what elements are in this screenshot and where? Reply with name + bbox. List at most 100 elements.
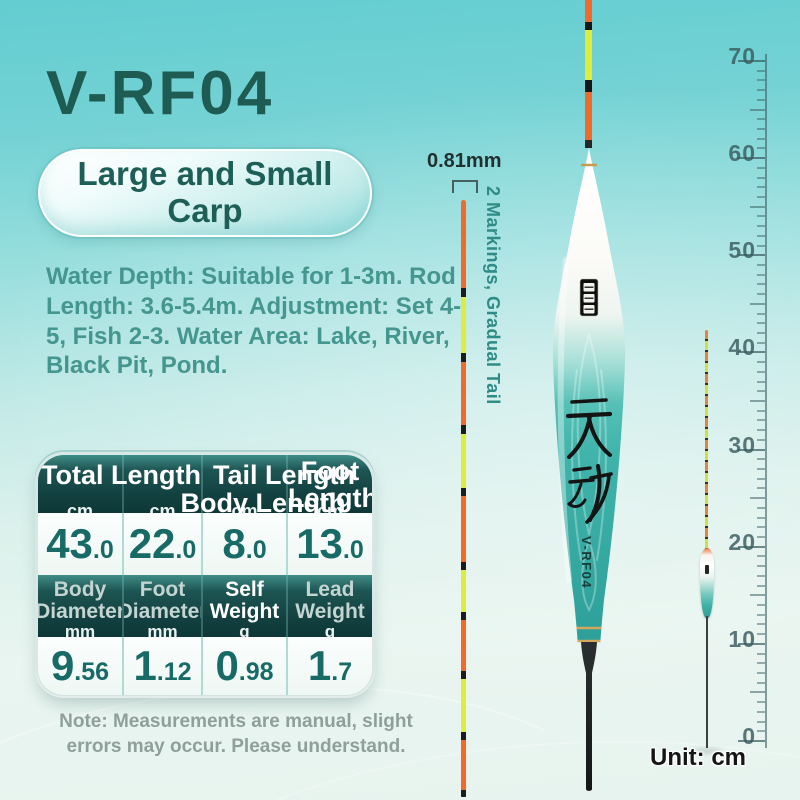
ruler-tick — [738, 448, 765, 451]
ruler-tick — [757, 516, 765, 519]
small-float-tail — [705, 330, 708, 553]
ruler-tick — [757, 730, 765, 733]
ruler-label: 20 — [728, 528, 756, 555]
ruler-tick — [757, 118, 765, 121]
ruler-tick — [757, 409, 765, 412]
value-body-diameter: 9.56 — [50, 642, 110, 689]
float-body-shape — [552, 148, 626, 640]
target-fish-badge: Large and Small Carp — [38, 149, 372, 237]
ruler-tick — [757, 419, 765, 422]
dragon-pattern — [571, 334, 607, 613]
unit-label: Unit: cm — [650, 744, 746, 771]
spec-value-row-1: 43.0 22.0 8.0 13.0 — [38, 513, 372, 575]
ruler-tick — [757, 331, 765, 334]
ruler-tick — [757, 390, 765, 393]
ruler-tick — [757, 633, 765, 636]
value-lead-weight: 1.7 — [286, 637, 372, 695]
main-float-body: V-RF04 — [552, 148, 626, 791]
ruler-tick — [757, 603, 765, 606]
col-tail-length: Tail Length — [213, 460, 355, 490]
small-float-label — [705, 565, 709, 574]
model-vertical-text: V-RF04 — [579, 536, 594, 589]
main-float-tail — [585, 0, 592, 148]
ruler-tick — [757, 137, 765, 140]
ruler-tick — [757, 361, 765, 364]
spec-value-row-2: 9.56 1.12 0.98 1.7 — [38, 637, 372, 695]
ruler-tick — [757, 574, 765, 577]
float-foot — [581, 642, 597, 791]
ruler-tick — [757, 98, 765, 101]
ruler-tick — [738, 740, 765, 742]
unit-label: cm — [149, 501, 176, 513]
ruler-tick — [757, 147, 765, 150]
ruler-tick — [757, 652, 765, 655]
ruler-tick — [757, 662, 765, 665]
ruler-tick — [750, 399, 765, 402]
header-cell: Body Diameter mm — [38, 578, 122, 637]
spec-table: cm cm cm cm Total Length Tail Length Bod… — [38, 455, 372, 695]
product-description: Water Depth: Suitable for 1-3m. Rod Leng… — [46, 263, 462, 380]
badge-label: Large and Small Carp — [77, 155, 333, 229]
header-cell: Self Weight g — [201, 575, 286, 637]
value-self-weight: 0.98 — [201, 637, 286, 695]
unit-label: cm — [66, 501, 93, 513]
ruler-tick — [757, 701, 765, 704]
ruler-tick — [757, 166, 765, 169]
ruler-tick — [757, 176, 765, 179]
ruler-label: 50 — [728, 237, 756, 264]
col-foot-length: Foot Length — [288, 456, 372, 513]
ruler-tick — [757, 195, 765, 198]
ruler-tick — [738, 254, 765, 257]
ruler-tick — [757, 244, 765, 247]
header-line-a: Total Length Tail Length — [41, 460, 355, 491]
ruler-tick — [757, 273, 765, 276]
ruler-tick — [750, 691, 765, 694]
value-body-length: 22.0 — [122, 513, 201, 575]
ruler-line — [765, 54, 767, 748]
value-total-length: 43.0 — [46, 520, 114, 567]
ruler-tick — [757, 186, 765, 189]
ruler-tick — [757, 565, 765, 568]
brand-label — [579, 278, 599, 317]
ruler-label: 30 — [728, 431, 756, 458]
ruler-tick — [757, 623, 765, 626]
ruler-label: 60 — [728, 140, 756, 167]
ruler-tick — [757, 89, 765, 92]
ruler-tick — [738, 642, 765, 645]
measurement-note: Note: Measurements are manual, slight er… — [59, 711, 413, 757]
value-tail-length: 8.0 — [201, 513, 286, 575]
calligraphy-text: 天动 — [0, 0, 1, 1]
ruler-tick — [757, 293, 765, 296]
ruler-tick — [757, 215, 765, 218]
ruler-tick — [757, 312, 765, 315]
ruler-label: 0 — [742, 723, 756, 749]
ruler-tick — [757, 526, 765, 529]
ruler-tick — [757, 458, 765, 461]
ruler-tick — [757, 263, 765, 266]
ruler-tick — [757, 720, 765, 723]
tail-diameter-label: 0.81mm — [427, 150, 502, 172]
ruler-tick — [757, 487, 765, 490]
ruler-tick — [738, 157, 765, 160]
ruler-tick — [750, 497, 765, 500]
ruler-tick — [738, 545, 765, 548]
ruler-tick — [757, 613, 765, 616]
ruler-tick — [757, 467, 765, 470]
ruler-tick — [757, 370, 765, 373]
ruler: 70 60 50 40 30 20 10 0 — [660, 0, 800, 800]
ruler-tick — [757, 341, 765, 344]
ruler-tick — [750, 594, 765, 597]
ruler-tick — [757, 127, 765, 130]
ruler-tick — [757, 506, 765, 509]
value-foot-length: 13.0 — [286, 513, 372, 575]
spec-header-row-1: cm cm cm cm Total Length Tail Length Bod… — [38, 455, 372, 513]
col-body-length: Body Length — [180, 488, 346, 513]
calligraphy-art — [565, 398, 613, 524]
ruler-tick — [750, 302, 765, 305]
ruler-tick — [757, 584, 765, 587]
header-cell: cm — [122, 455, 201, 513]
ruler-tick — [750, 108, 765, 111]
